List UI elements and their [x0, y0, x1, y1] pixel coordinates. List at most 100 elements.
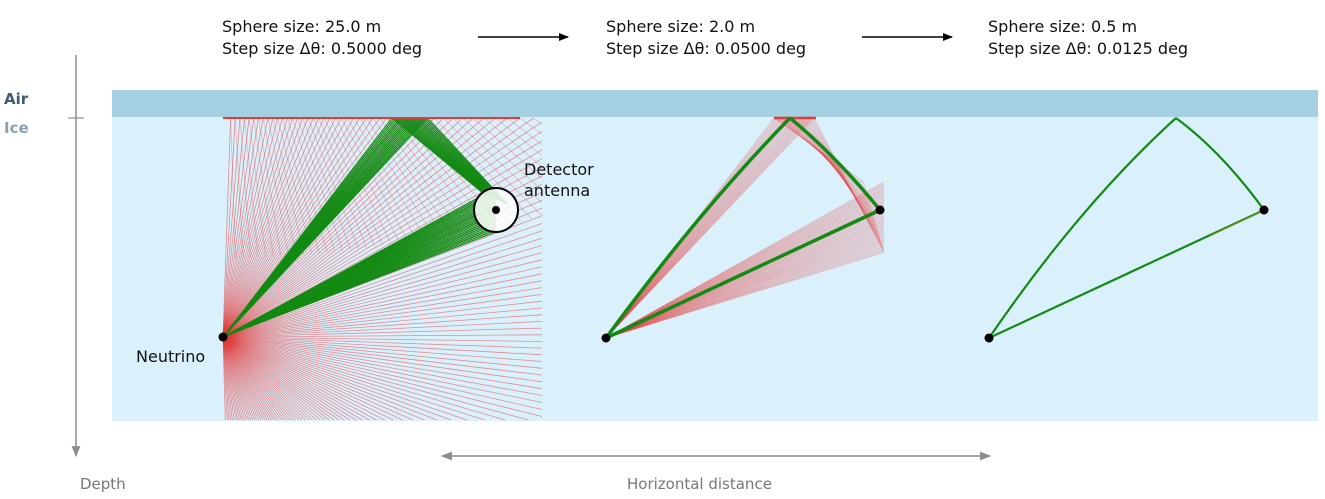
ice-region — [112, 117, 1318, 421]
ray-miss — [222, 336, 543, 376]
ray-miss — [222, 117, 444, 338]
panel-1-sphere-size: Sphere size: 25.0 m — [222, 17, 381, 36]
ray-miss — [222, 117, 314, 338]
ray-miss — [605, 231, 885, 339]
ray-miss — [222, 117, 255, 338]
ray-miss — [222, 245, 543, 338]
ray-miss — [222, 336, 377, 421]
ray-miss — [605, 192, 885, 339]
ray-miss — [222, 117, 388, 338]
panel-1-rays — [222, 117, 543, 421]
ray-miss — [222, 117, 241, 338]
ray-miss — [222, 259, 543, 338]
ray-miss — [222, 131, 543, 338]
ray-miss — [222, 237, 543, 338]
air-band — [112, 90, 1318, 117]
ray-miss — [222, 336, 335, 421]
ray-miss — [222, 336, 543, 417]
ray-miss — [222, 117, 320, 338]
ray-miss — [222, 117, 354, 338]
ray-miss — [222, 336, 543, 342]
ray-miss — [222, 117, 250, 338]
ray-miss — [222, 336, 330, 421]
ray-miss — [222, 287, 543, 338]
ray-miss — [222, 336, 543, 403]
ray-miss — [605, 183, 885, 339]
ray-hit-direct — [605, 208, 881, 340]
ray-miss — [222, 117, 269, 338]
ray-hit-direct — [988, 209, 1265, 339]
ray-miss — [605, 224, 885, 339]
ray-miss — [605, 251, 885, 339]
ray-miss — [222, 336, 485, 421]
ray-miss — [222, 266, 543, 338]
ray-miss — [605, 221, 885, 339]
ray-miss — [605, 242, 885, 339]
ray-miss — [222, 336, 425, 421]
ray-miss — [222, 117, 474, 338]
ray-miss — [222, 117, 298, 338]
ray-miss — [222, 336, 543, 369]
ray-miss — [222, 117, 236, 338]
ray-miss — [605, 222, 885, 339]
depth-axis-label: Depth — [80, 475, 126, 493]
ray-miss — [222, 140, 543, 338]
ray-miss — [222, 336, 310, 421]
ray-miss — [222, 336, 467, 421]
ray-miss — [222, 336, 543, 362]
panel-3-step-size: Step size Δθ: 0.0125 deg — [988, 39, 1188, 58]
ray-miss — [222, 314, 543, 338]
ray-miss — [222, 117, 331, 338]
ray-miss — [222, 336, 385, 421]
ray-miss — [605, 237, 885, 339]
ray-miss — [222, 117, 325, 338]
ray-miss — [222, 294, 543, 338]
ice-label: Ice — [4, 119, 29, 137]
ray-miss — [605, 187, 885, 339]
ray-miss — [222, 336, 506, 421]
detector-antenna-point-2 — [875, 205, 885, 215]
ray-miss — [222, 336, 226, 421]
neutrino-point-1 — [218, 332, 228, 342]
ray-miss — [222, 117, 464, 338]
ray-hit-direct — [222, 231, 497, 338]
ray-miss — [222, 117, 534, 338]
ray-miss — [605, 230, 885, 339]
ray-miss-reflected — [519, 117, 543, 135]
ray-miss — [222, 336, 340, 421]
panel-2-step-size: Step size Δθ: 0.0500 deg — [606, 39, 806, 58]
ray-miss — [222, 336, 529, 421]
ray-miss — [222, 252, 543, 338]
ray-hit-reflected-down — [788, 116, 882, 212]
ray-miss-reflected — [495, 117, 543, 156]
ray-miss — [605, 235, 885, 339]
ray-hit-reflected-down — [1175, 117, 1265, 211]
ray-miss — [222, 321, 543, 338]
ray-miss — [222, 117, 309, 338]
ray-miss — [222, 117, 381, 338]
ray-miss-reflected — [258, 117, 282, 257]
ray-miss — [222, 117, 435, 338]
ray-miss — [222, 336, 317, 421]
ray-miss — [222, 117, 374, 338]
detector-label-line2: antenna — [524, 181, 590, 200]
ray-miss — [222, 117, 336, 338]
ray-miss — [222, 336, 394, 421]
ray-miss — [605, 228, 885, 339]
ray-miss — [605, 246, 885, 339]
air-label: Air — [4, 90, 29, 108]
ray-miss — [222, 327, 543, 338]
panel-1-step-size: Step size Δθ: 0.5000 deg — [222, 39, 422, 58]
ray-miss — [222, 230, 543, 338]
ray-miss — [222, 117, 304, 338]
ray-miss — [222, 336, 345, 421]
ray-miss — [222, 117, 231, 338]
neutrino-label: Neutrino — [136, 347, 205, 366]
ray-miss — [605, 248, 885, 339]
ray-miss — [222, 336, 543, 410]
ray-miss-reflected — [472, 117, 543, 179]
ray-miss — [222, 336, 313, 421]
ray-miss — [605, 244, 885, 339]
horizontal-axis-label: Horizontal distance — [627, 475, 772, 493]
